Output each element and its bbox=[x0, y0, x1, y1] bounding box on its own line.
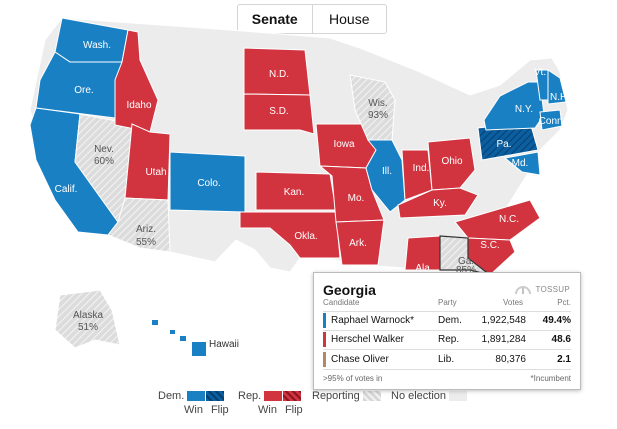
candidate-row: Raphael Warnock* Dem. 1,922,548 49.4% bbox=[323, 311, 571, 331]
candidate-votes: 1,922,548 bbox=[481, 315, 527, 326]
candidate-name: Chase Oliver bbox=[331, 354, 389, 365]
candidate-row: Herschel Walker Rep. 1,891,284 48.6 bbox=[323, 331, 571, 350]
label-ok: Okla. bbox=[294, 231, 317, 242]
label-al: Ala. bbox=[415, 263, 432, 274]
label-az: Ariz. bbox=[136, 224, 156, 235]
state-maryland[interactable] bbox=[503, 151, 541, 176]
legend-dem-flip-swatch bbox=[206, 391, 225, 401]
candidate-pct: 49.4% bbox=[542, 315, 571, 326]
label-md: Md. bbox=[512, 158, 529, 169]
chamber-toggle: Senate House bbox=[237, 4, 387, 34]
state-illinois[interactable] bbox=[365, 139, 406, 213]
legend-reporting-swatch bbox=[362, 391, 381, 401]
legend-no-election-swatch bbox=[449, 391, 468, 401]
label-ct: Conn. bbox=[539, 116, 566, 127]
label-ak-pct: 51% bbox=[78, 322, 98, 333]
col-candidate: Candidate bbox=[323, 298, 360, 307]
candidate-votes: 1,891,284 bbox=[481, 334, 527, 345]
label-nh: N.H. bbox=[550, 92, 570, 103]
candidate-pct: 2.1 bbox=[557, 354, 571, 365]
candidate-pct: 48.6 bbox=[551, 334, 571, 345]
legend-rep-flip-swatch bbox=[283, 391, 302, 401]
candidate-name: Raphael Warnock* bbox=[331, 315, 415, 326]
race-detail-card: Georgia TOSSUP Candidate Party Votes Pct… bbox=[313, 272, 581, 390]
legend-dem-win: Win bbox=[184, 404, 203, 416]
state-hawaii[interactable] bbox=[152, 320, 206, 356]
card-state-name: Georgia bbox=[323, 282, 376, 298]
candidate-row: Chase Oliver Lib. 80,376 2.1 bbox=[323, 351, 571, 370]
label-ky: Ky. bbox=[433, 198, 447, 209]
label-ny: N.Y. bbox=[515, 104, 533, 115]
label-il: Ill. bbox=[382, 166, 392, 177]
label-ia: Iowa bbox=[333, 139, 355, 150]
candidate-party: Dem. bbox=[438, 315, 462, 326]
card-footer: >95% of votes in *Incumbent bbox=[323, 374, 571, 383]
state-ohio[interactable] bbox=[427, 137, 476, 191]
card-rating-text: TOSSUP bbox=[535, 285, 570, 294]
label-sd: S.D. bbox=[269, 106, 288, 117]
party-bar bbox=[323, 352, 326, 367]
legend-rep-win-swatch bbox=[264, 391, 283, 401]
label-nd: N.D. bbox=[269, 69, 289, 80]
label-wi-pct: 93% bbox=[368, 110, 388, 121]
col-party: Party bbox=[438, 298, 457, 307]
tab-house[interactable]: House bbox=[329, 11, 370, 27]
label-nv: Nev. bbox=[94, 144, 114, 155]
state-kentucky[interactable] bbox=[397, 187, 479, 219]
legend-dem-label: Dem. bbox=[158, 390, 185, 402]
legend-rep-flip: Flip bbox=[284, 404, 303, 416]
state-new-hampshire[interactable] bbox=[547, 69, 567, 105]
state-south-dakota[interactable] bbox=[243, 93, 315, 135]
state-alaska[interactable] bbox=[54, 289, 121, 349]
label-az-pct: 55% bbox=[136, 237, 156, 248]
state-utah[interactable] bbox=[124, 123, 171, 201]
label-wi: Wis. bbox=[368, 98, 387, 109]
candidate-party: Lib. bbox=[438, 354, 455, 365]
candidate-party: Rep. bbox=[438, 334, 460, 345]
reporting-status: >95% of votes in bbox=[323, 374, 383, 383]
legend-no-election: No election bbox=[391, 390, 447, 402]
label-hi: Hawaii bbox=[209, 339, 239, 350]
label-ak: Alaska bbox=[73, 310, 103, 321]
card-rating: TOSSUP bbox=[515, 285, 570, 294]
label-mo: Mo. bbox=[348, 193, 365, 204]
label-id: Idaho bbox=[126, 100, 151, 111]
col-votes: Votes bbox=[503, 298, 524, 307]
label-vt: Vt. bbox=[534, 67, 546, 78]
label-ks: Kan. bbox=[284, 187, 305, 198]
col-pct: Pct. bbox=[557, 298, 571, 307]
label-ar: Ark. bbox=[349, 238, 367, 249]
label-ca: Calif. bbox=[55, 184, 78, 195]
candidate-votes: 80,376 bbox=[495, 354, 526, 365]
label-or: Ore. bbox=[74, 85, 93, 96]
candidate-name: Herschel Walker bbox=[331, 334, 404, 345]
label-ut: Utah bbox=[145, 167, 166, 178]
legend-rep-label: Rep. bbox=[238, 390, 262, 402]
label-co: Colo. bbox=[197, 178, 220, 189]
state-north-carolina[interactable] bbox=[454, 199, 541, 241]
legend-dem-win-swatch bbox=[187, 391, 206, 401]
legend-reporting: Reporting bbox=[312, 390, 360, 402]
party-bar bbox=[323, 332, 326, 347]
label-oh: Ohio bbox=[441, 156, 463, 167]
label-nc: N.C. bbox=[499, 214, 519, 225]
label-wa: Wash. bbox=[83, 40, 111, 51]
state-connecticut[interactable] bbox=[539, 109, 563, 131]
label-in: Ind. bbox=[413, 163, 430, 174]
gauge-icon bbox=[515, 285, 532, 294]
state-arizona[interactable] bbox=[107, 197, 171, 253]
tab-senate[interactable]: Senate bbox=[238, 5, 313, 33]
label-sc: S.C. bbox=[480, 240, 499, 251]
legend-rep-win: Win bbox=[258, 404, 277, 416]
card-header: Candidate Party Votes Pct. bbox=[323, 298, 571, 309]
label-ga-pct: 85% bbox=[456, 265, 476, 276]
incumbent-note: *Incumbent bbox=[530, 374, 571, 383]
label-ga: Ga. bbox=[458, 256, 474, 267]
label-pa: Pa. bbox=[496, 139, 511, 150]
state-arkansas[interactable] bbox=[335, 219, 385, 266]
legend-dem-flip: Flip bbox=[210, 404, 229, 416]
party-bar bbox=[323, 313, 326, 328]
label-nv-pct: 60% bbox=[94, 156, 114, 167]
